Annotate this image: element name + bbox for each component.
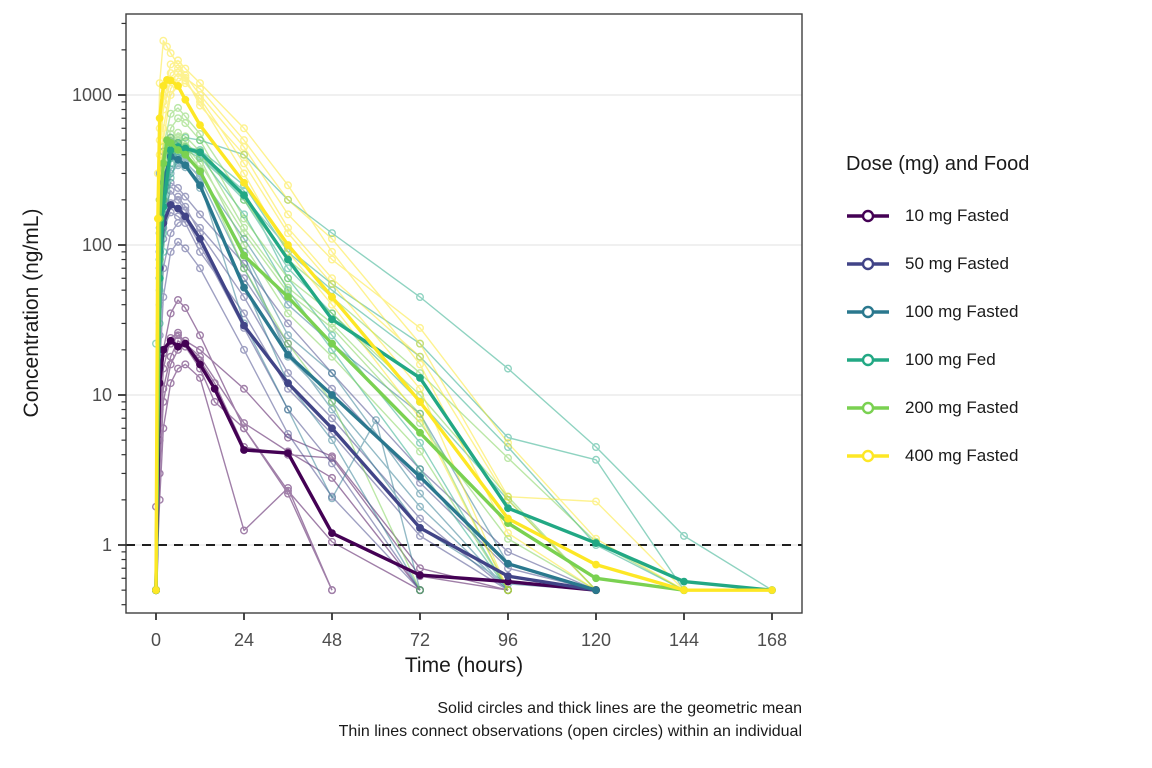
legend-key-icon bbox=[847, 257, 889, 271]
y-axis-tick-label: 1 bbox=[102, 535, 112, 555]
x-axis-tick-label: 96 bbox=[498, 630, 518, 650]
legend-title: Dose (mg) and Food bbox=[846, 153, 1030, 175]
legend-key-icon bbox=[847, 449, 889, 463]
legend-item-label: 50 mg Fasted bbox=[905, 254, 1009, 273]
legend-key-icon bbox=[847, 209, 889, 223]
legend-item-label: 100 mg Fasted bbox=[905, 302, 1019, 321]
x-axis: 0 24 48 72 96 120 144 168 bbox=[151, 613, 787, 650]
series-200-mg-fasted-individuals bbox=[151, 103, 689, 595]
y-axis-title: Concentration (ng/mL) bbox=[20, 208, 43, 418]
legend-item-10-mg-fasted: 10 mg Fasted bbox=[846, 206, 1029, 226]
y-axis-tick-label: 10 bbox=[92, 385, 112, 405]
legend-item-100-mg-fasted: 100 mg Fasted bbox=[846, 302, 1029, 322]
figure-caption: Solid circles and thick lines are the ge… bbox=[339, 697, 802, 743]
y-axis-tick-label: 1000 bbox=[72, 85, 112, 105]
x-axis-tick-label: 120 bbox=[581, 630, 611, 650]
legend-item-400-mg-fasted: 400 mg Fasted bbox=[846, 446, 1029, 466]
series-400-mg-fasted-mean bbox=[152, 76, 776, 595]
legend-item-100-mg-fed: 100 mg Fed bbox=[846, 350, 1029, 370]
caption-line-1: Solid circles and thick lines are the ge… bbox=[437, 700, 802, 717]
legend-item-label: 100 mg Fed bbox=[905, 350, 996, 369]
legend-item-label: 10 mg Fasted bbox=[905, 206, 1009, 225]
legend-key-icon bbox=[847, 353, 889, 367]
legend-item-50-mg-fasted: 50 mg Fasted bbox=[846, 254, 1029, 274]
x-axis-tick-label: 0 bbox=[151, 630, 161, 650]
legend-item-label: 400 mg Fasted bbox=[905, 446, 1019, 465]
y-axis: 1 10 100 1000 bbox=[72, 22, 126, 606]
x-axis-tick-label: 72 bbox=[410, 630, 430, 650]
legend-item-label: 200 mg Fasted bbox=[905, 398, 1019, 417]
legend-key-icon bbox=[847, 401, 889, 415]
legend-items: 10 mg Fasted 50 mg Fasted 100 mg Fasted 100… bbox=[846, 206, 1029, 466]
legend-key-icon bbox=[847, 305, 889, 319]
y-axis-tick-label: 100 bbox=[82, 235, 112, 255]
x-axis-tick-label: 144 bbox=[669, 630, 699, 650]
plot-panel-border bbox=[125, 13, 803, 614]
caption-line-2: Thin lines connect observations (open ci… bbox=[338, 723, 802, 740]
x-axis-tick-label: 168 bbox=[757, 630, 787, 650]
x-axis-title: Time (hours) bbox=[404, 654, 524, 677]
legend: Dose (mg) and Food 10 mg Fasted 50 mg Fas… bbox=[846, 153, 1029, 466]
x-axis-tick-label: 48 bbox=[322, 630, 342, 650]
x-axis-tick-label: 24 bbox=[234, 630, 254, 650]
legend-item-200-mg-fasted: 200 mg Fasted bbox=[846, 398, 1029, 418]
